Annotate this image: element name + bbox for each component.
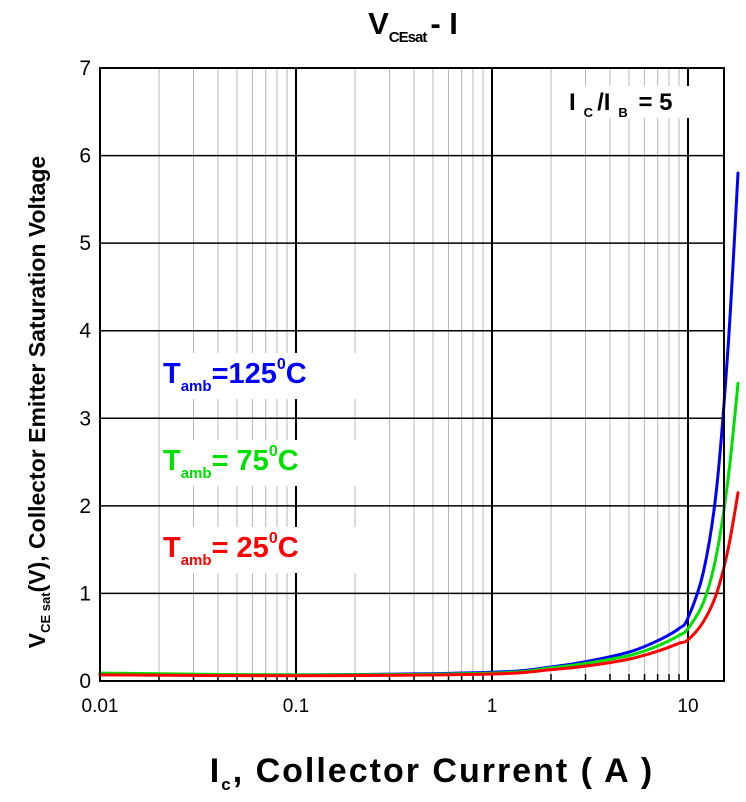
svg-text:IC/IB = 5: I C/I B = 5: [569, 89, 673, 120]
legend-entry-bg: [160, 353, 360, 399]
x-tick-labels: 0.01 0.1 1 10: [82, 696, 699, 717]
ratio-ic: I: [569, 89, 576, 116]
series-layer: [98, 171, 740, 678]
x-axis-label: Ic, Collector Current ( A ): [210, 752, 654, 794]
legend-label-part: 0: [277, 356, 286, 373]
y-tick-label: 1: [79, 582, 91, 605]
legend-label-part: C: [278, 532, 299, 564]
legend-label: Tamb= 750C: [163, 443, 299, 482]
x-axis-label-sub: c: [221, 775, 232, 794]
legend-label-part: 0: [269, 443, 278, 460]
ratio-ic-sub: C: [584, 105, 594, 120]
legend-entry-bg: [160, 440, 360, 486]
legend-label-part: =125: [212, 358, 277, 390]
legend-label-part: T: [163, 532, 181, 564]
series-line-0: [98, 171, 740, 677]
legend-label-part: amb: [181, 378, 212, 395]
legend-entry: Tamb= 250C: [160, 527, 360, 573]
ratio-annotation-box: [560, 86, 708, 118]
chart-title-sub: CEsat: [389, 29, 428, 46]
legend-label-part: T: [163, 445, 181, 477]
y-axis-label: VCE sat(V), Collector Emitter Saturation…: [24, 156, 53, 648]
legend-label-part: = 75: [212, 445, 269, 477]
x-tick-label: 0.01: [82, 696, 119, 717]
legend-label-part: = 25: [212, 532, 269, 564]
x-axis-label-rest: , Collector Current ( A ): [233, 752, 655, 790]
x-tick-label: 10: [677, 696, 698, 717]
legend-label: Tamb=1250C: [163, 356, 307, 395]
x-tick-label: 1: [487, 696, 498, 717]
legend-label: Tamb= 250C: [163, 530, 299, 569]
x-axis-label-main: I: [210, 752, 221, 790]
chart-title-main: V: [368, 6, 389, 41]
ratio-ib: /I: [597, 89, 610, 116]
legend-entry: Tamb=1250C: [160, 353, 360, 399]
y-tick-label: 4: [79, 320, 91, 343]
y-tick-label: 5: [79, 232, 91, 255]
chart-title: VCEsat - I: [368, 6, 458, 46]
chart-title-rest: - I: [430, 6, 458, 41]
legend-label-part: T: [163, 358, 181, 390]
series-line-2: [98, 491, 740, 678]
y-tick-label: 6: [79, 145, 91, 168]
y-axis-label-rest: (V), Collector Emitter Saturation Voltag…: [24, 156, 50, 593]
legend-label-part: C: [278, 445, 299, 477]
x-tick-label: 0.1: [283, 696, 309, 717]
y-tick-label: 7: [79, 57, 91, 80]
y-axis-label-sub: CE sat: [38, 592, 53, 633]
ratio-annotation: I C/I B = 5: [560, 86, 708, 120]
y-tick-labels: 0 1 2 3 4 5 6 7: [79, 57, 91, 693]
legend-label-part: amb: [181, 552, 212, 569]
legend-label-part: C: [286, 358, 307, 390]
legend-label-part: amb: [181, 465, 212, 482]
plot-frame: [99, 67, 725, 682]
ratio-value: = 5: [632, 89, 673, 116]
y-tick-label: 2: [79, 495, 91, 518]
y-tick-label: 0: [79, 670, 91, 693]
ratio-ib-sub: B: [618, 105, 627, 120]
legend-entry-bg: [160, 527, 360, 573]
y-tick-label: 3: [79, 407, 91, 430]
grid-lines: [100, 68, 724, 681]
legend-entry: Tamb= 750C: [160, 440, 360, 486]
y-axis-label-main: V: [24, 632, 50, 648]
legend-label-part: 0: [269, 530, 278, 547]
